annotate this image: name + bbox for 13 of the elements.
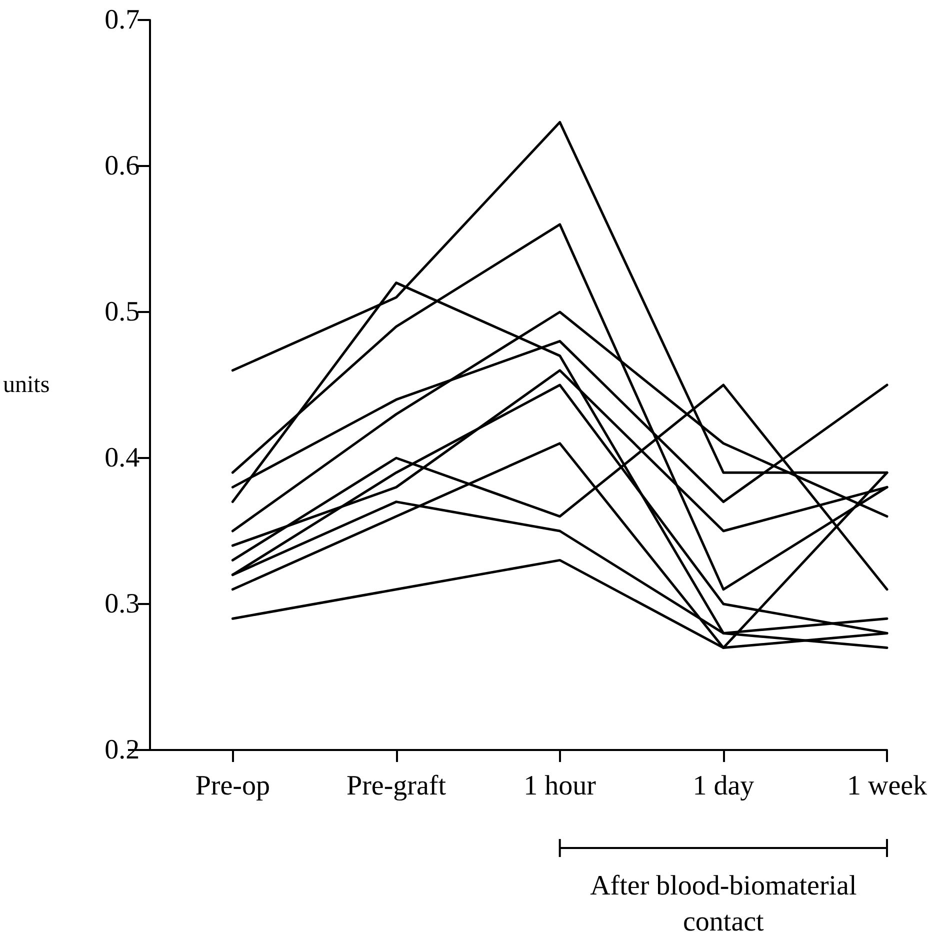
x-tick-label: Pre-graft xyxy=(346,770,446,802)
y-tick-label: 0.6 xyxy=(104,150,140,182)
text: After blood-biomaterial contact xyxy=(590,870,857,938)
y-tick-label: 0.5 xyxy=(104,296,140,328)
y-tick-label: 0.3 xyxy=(104,588,140,620)
y-tick-label: 0.4 xyxy=(104,442,140,474)
x-tick-label: 1 day xyxy=(692,770,754,802)
y-axis-title: units xyxy=(2,372,50,398)
y-tick-label: 0.2 xyxy=(104,734,140,766)
x-tick-label: Pre-op xyxy=(195,770,270,802)
y-tick-label: 0.7 xyxy=(104,4,140,36)
x-tick-label: 1 week xyxy=(846,770,928,802)
x-tick-label: 1 hour xyxy=(524,770,597,802)
